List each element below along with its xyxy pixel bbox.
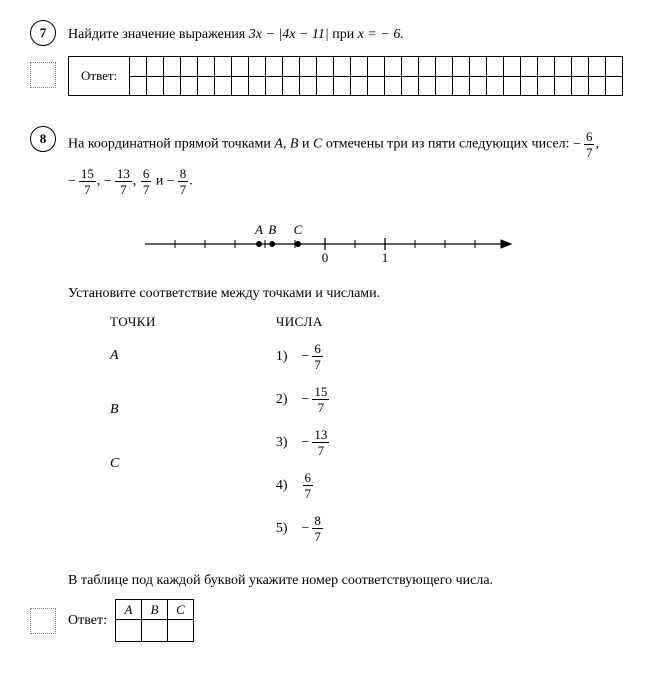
- p7-condition: x = − 6.: [358, 27, 404, 42]
- table-cell[interactable]: [115, 620, 141, 642]
- grid-cell[interactable]: [266, 56, 283, 96]
- number-option: 2)−157: [276, 385, 331, 414]
- p8-table-instruction: В таблице под каждой буквой укажите номе…: [68, 573, 629, 589]
- grid-cell[interactable]: [606, 56, 623, 96]
- grid-cell[interactable]: [521, 56, 538, 96]
- grid-cell[interactable]: [181, 56, 198, 96]
- grid-cell[interactable]: [555, 56, 572, 96]
- table-cell[interactable]: [167, 620, 193, 642]
- numbers-column: ЧИСЛА 1)−67 2)−157 3)−137 4)67 5)−87: [276, 314, 331, 557]
- p8-columns: ТОЧКИ ABC ЧИСЛА 1)−67 2)−157 3)−137 4)67 5)−…: [110, 314, 629, 557]
- point-item: C: [110, 450, 156, 478]
- problem-number-7: 7: [30, 20, 56, 46]
- grid-cell[interactable]: [215, 56, 232, 96]
- p7-expression: 3x − |4x − 11|: [249, 27, 329, 42]
- grid-cell[interactable]: [504, 56, 521, 96]
- number-option: 5)−87: [276, 514, 331, 543]
- grid-cell[interactable]: [334, 56, 351, 96]
- number-option: 4)67: [276, 471, 331, 500]
- grid-cell[interactable]: [283, 56, 300, 96]
- grid-cell[interactable]: [419, 56, 436, 96]
- grid-cell[interactable]: [130, 56, 147, 96]
- number-option: 1)−67: [276, 342, 331, 371]
- point-item: B: [110, 396, 156, 424]
- p8-answer-table: ABC: [115, 599, 194, 642]
- p7-answer-label: Ответ:: [68, 56, 130, 96]
- answer-marker-box-2: [30, 608, 56, 634]
- numbers-column-title: ЧИСЛА: [276, 314, 331, 330]
- grid-cell[interactable]: [385, 56, 402, 96]
- p7-text-mid: при: [332, 27, 357, 42]
- number-option: 3)−137: [276, 428, 331, 457]
- point-item: A: [110, 342, 156, 370]
- p7-text-before: Найдите значение выражения: [68, 27, 249, 42]
- problem-number-8: 8: [30, 126, 56, 152]
- grid-cell[interactable]: [436, 56, 453, 96]
- grid-cell[interactable]: [453, 56, 470, 96]
- number-line: 0 1 AB C: [140, 216, 520, 271]
- grid-cell[interactable]: [351, 56, 368, 96]
- svg-text:0: 0: [321, 250, 328, 265]
- p8-match-instruction: Установите соответствие между точками и …: [68, 286, 629, 302]
- problem-7-header: 7 Найдите значение выражения 3x − |4x − …: [30, 20, 629, 46]
- p7-answer-grid: Ответ:: [68, 56, 623, 96]
- svg-text:B: B: [268, 222, 276, 237]
- p7-answer-row: Ответ:: [30, 56, 629, 96]
- p8-answer-label: Ответ:: [68, 613, 107, 629]
- p8-fraction-list: −157, −137, 67 и −87.: [68, 167, 629, 196]
- points-column: ТОЧКИ ABC: [110, 314, 156, 557]
- points-column-title: ТОЧКИ: [110, 314, 156, 330]
- p8-answer-row: Ответ: ABC: [30, 599, 629, 642]
- table-header: B: [141, 600, 167, 620]
- grid-cell[interactable]: [232, 56, 249, 96]
- grid-cell[interactable]: [402, 56, 419, 96]
- problem-8: 8 На координатной прямой точками A, B и …: [30, 126, 629, 642]
- grid-cell[interactable]: [572, 56, 589, 96]
- number-line-svg: 0 1 AB C: [140, 216, 520, 266]
- grid-cell[interactable]: [470, 56, 487, 96]
- grid-cell[interactable]: [164, 56, 181, 96]
- table-header: C: [167, 600, 193, 620]
- table-header: A: [115, 600, 141, 620]
- grid-cell[interactable]: [249, 56, 266, 96]
- problem-7-text: Найдите значение выражения 3x − |4x − 11…: [68, 20, 404, 45]
- svg-text:C: C: [293, 222, 302, 237]
- answer-marker-box: [30, 62, 56, 88]
- problem-8-text: На координатной прямой точками A, B и C …: [68, 126, 599, 159]
- grid-cell[interactable]: [589, 56, 606, 96]
- grid-cell[interactable]: [198, 56, 215, 96]
- grid-cell[interactable]: [487, 56, 504, 96]
- svg-text:1: 1: [381, 250, 388, 265]
- p7-grid-cells[interactable]: [130, 56, 623, 96]
- problem-8-header: 8 На координатной прямой точками A, B и …: [30, 126, 629, 159]
- grid-cell[interactable]: [317, 56, 334, 96]
- grid-cell[interactable]: [538, 56, 555, 96]
- svg-text:A: A: [254, 222, 263, 237]
- table-cell[interactable]: [141, 620, 167, 642]
- problem-7: 7 Найдите значение выражения 3x − |4x − …: [30, 20, 629, 96]
- grid-cell[interactable]: [147, 56, 164, 96]
- grid-cell[interactable]: [300, 56, 317, 96]
- grid-cell[interactable]: [368, 56, 385, 96]
